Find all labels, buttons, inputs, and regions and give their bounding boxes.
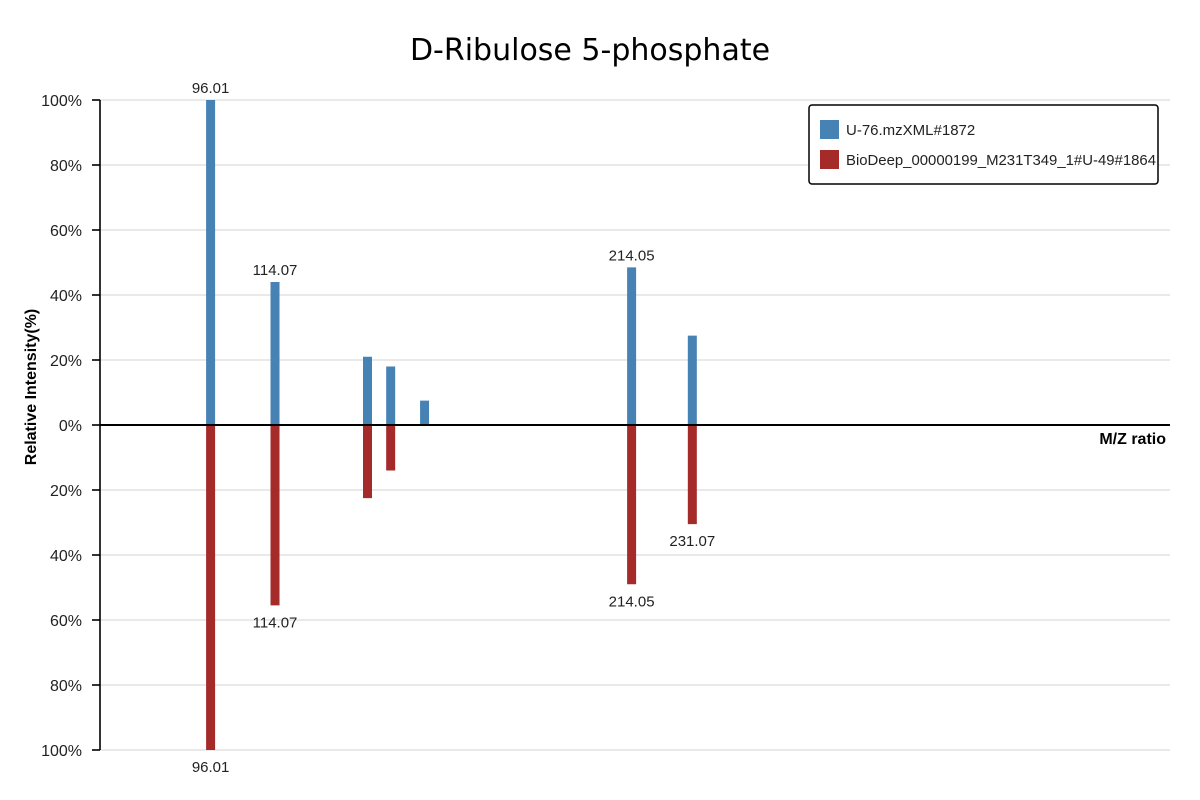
y-tick-label: 60% bbox=[50, 613, 82, 630]
y-tick-label: 20% bbox=[50, 483, 82, 500]
y-tick-label: 60% bbox=[50, 223, 82, 240]
y-tick-label: 80% bbox=[50, 158, 82, 175]
axes bbox=[99, 100, 1170, 750]
library-peak-label: 214.05 bbox=[609, 593, 655, 610]
reference-peak-label: 114.07 bbox=[253, 262, 298, 279]
library-peak-bar bbox=[270, 425, 280, 606]
peak-bars bbox=[206, 100, 697, 750]
y-tick-label: 20% bbox=[50, 353, 82, 370]
y-axis-title: Relative Intensity(%) bbox=[23, 309, 40, 465]
library-peak-bar bbox=[687, 425, 697, 525]
reference-peak-bar bbox=[206, 100, 216, 425]
reference-peak-bar bbox=[420, 400, 430, 425]
legend-swatch-library bbox=[820, 150, 839, 169]
reference-peak-bar bbox=[386, 366, 396, 425]
library-peak-bar bbox=[386, 425, 396, 471]
reference-peak-label: 96.01 bbox=[192, 80, 230, 97]
x-axis-title: M/Z ratio bbox=[1099, 431, 1166, 448]
peak-labels: 96.01 114.07 214.05 96.01 114.07 214.05 231.07 bbox=[192, 80, 715, 776]
library-peak-bar bbox=[627, 425, 637, 585]
reference-peak-bar bbox=[687, 335, 697, 425]
y-tick-label: 0% bbox=[59, 418, 82, 435]
reference-peak-bar bbox=[270, 282, 280, 425]
y-tick-label: 100% bbox=[41, 743, 82, 760]
y-tick-label: 40% bbox=[50, 288, 82, 305]
library-peak-label: 96.01 bbox=[192, 759, 230, 776]
legend: U-76.mzXML#1872 BioDeep_00000199_M231T34… bbox=[808, 104, 1159, 185]
library-peak-bar bbox=[363, 425, 372, 499]
y-tick-label: 100% bbox=[41, 93, 82, 110]
legend-box bbox=[808, 104, 1159, 185]
library-peak-bar bbox=[206, 425, 216, 750]
reference-peak-bar bbox=[627, 267, 637, 425]
legend-swatch-reference bbox=[820, 120, 839, 139]
y-ticks: 100% 80% 60% 40% 20% 0% 20% 40% 60% 80% 100% bbox=[41, 93, 100, 760]
reference-peak-bar bbox=[363, 356, 372, 425]
y-tick-label: 80% bbox=[50, 678, 82, 695]
legend-label-library: BioDeep_00000199_M231T349_1#U-49#1864 bbox=[846, 152, 1156, 169]
reference-peak-label: 214.05 bbox=[609, 247, 655, 264]
legend-label-reference: U-76.mzXML#1872 bbox=[846, 122, 975, 139]
library-peak-label: 114.07 bbox=[253, 614, 298, 631]
library-peak-label: 231.07 bbox=[669, 533, 715, 550]
chart-title: D-Ribulose 5-phosphate bbox=[410, 33, 770, 68]
y-tick-label: 40% bbox=[50, 548, 82, 565]
